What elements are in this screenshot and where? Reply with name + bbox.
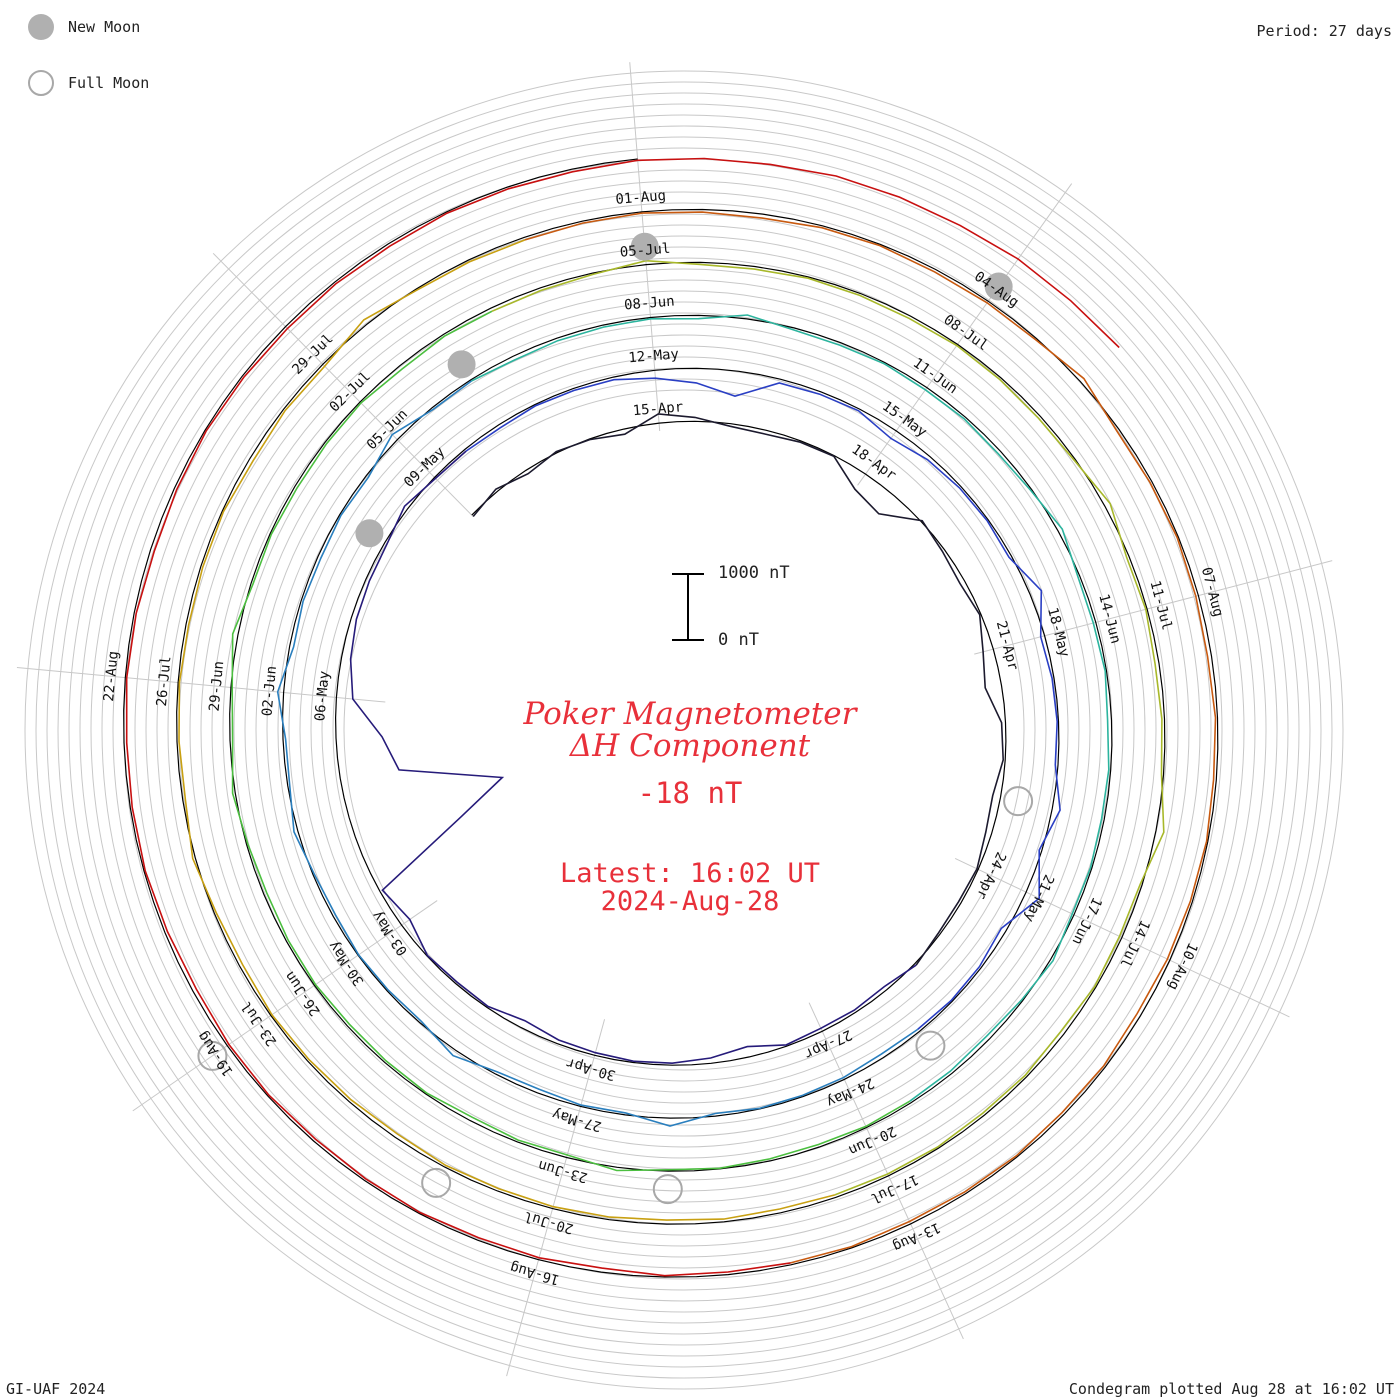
grid-ring [277, 323, 1091, 1137]
tick-label: 26-Jun [282, 968, 324, 1019]
grid-ring [46, 92, 1322, 1368]
grid-spoke [808, 1002, 964, 1340]
new-moon-label: New Moon [68, 18, 141, 36]
tick-label: 08-Jun [624, 294, 676, 314]
chart-title-line1: Poker Magnetometer [523, 696, 857, 732]
grid-ring [200, 246, 1168, 1214]
tick-label: 12-May [628, 346, 680, 366]
current-value: -18 nT [637, 776, 743, 810]
legend-full-moon: Full Moon [28, 70, 149, 96]
scale-bar [672, 573, 704, 641]
footer-label: Condegram plotted Aug 28 at 16:02 UT [1068, 1380, 1394, 1398]
grid-spoke [132, 900, 438, 1112]
grid-ring [24, 70, 1344, 1390]
tick-label: 02-Jun [259, 665, 280, 717]
full-moon-label: Full Moon [68, 74, 150, 92]
full-moon-marker [197, 1040, 228, 1071]
full-moon-marker [915, 1030, 946, 1061]
tick-label: 13-Aug [890, 1219, 943, 1255]
grid-ring [134, 180, 1234, 1280]
dH-trace-segment [491, 259, 1165, 1196]
tick-label: 27-Apr [802, 1026, 855, 1062]
dH-trace-segment [125, 157, 1120, 1277]
tick-label: 22-Aug [101, 650, 122, 702]
grid-ring [57, 103, 1311, 1357]
tick-label: 29-Jun [207, 660, 228, 712]
tick-label: 17-Jun [1069, 895, 1105, 948]
new-moon-marker [447, 350, 476, 379]
dH-trace-segment [231, 310, 911, 1172]
baseline-spiral-path [123, 158, 1219, 1278]
credit-label: GI-UAF 2024 [6, 1380, 106, 1398]
grid-spoke [16, 666, 386, 703]
grid-ring [222, 268, 1146, 1192]
dH-trace-segment [471, 314, 1110, 1102]
grid-ring [101, 147, 1267, 1313]
legend-new-moon: New Moon [28, 14, 140, 40]
tick-label: 06-May [312, 670, 333, 722]
tick-label: 26-Jul [154, 655, 175, 707]
new-moon-icon [28, 14, 54, 40]
new-moon-marker [630, 232, 659, 261]
dH-trace-segment [524, 211, 1217, 1264]
tick-label: 15-Apr [632, 399, 684, 419]
period-label: Period: 27 days [1256, 22, 1392, 40]
full-moon-marker [421, 1167, 452, 1198]
full-moon-icon [28, 70, 54, 96]
tick-label: 19-Aug [195, 1028, 237, 1079]
grid-ring [266, 312, 1102, 1148]
tick-label: 01-Aug [615, 188, 667, 208]
grid-spoke [857, 183, 1073, 486]
new-moon-marker [984, 272, 1013, 301]
chart-title-line2: ΔH Component [569, 728, 811, 764]
data-traces [125, 157, 1217, 1277]
moon-markers [197, 232, 1034, 1205]
dH-trace-segment [349, 450, 917, 1065]
scale-bottom-label: 0 nT [718, 630, 759, 650]
dH-trace-segment [472, 413, 1005, 966]
grid-ring [35, 81, 1333, 1379]
grid-ring [288, 334, 1080, 1126]
grid-ring [167, 213, 1201, 1247]
baseline-spiral [123, 158, 1219, 1278]
full-moon-marker [652, 1174, 683, 1205]
grid-ring [79, 125, 1289, 1335]
grid-ring [332, 378, 1036, 1082]
grid-ring [299, 345, 1069, 1115]
tick-label: 24-May [824, 1074, 877, 1110]
grid-ring [156, 202, 1212, 1258]
dH-trace-segment [276, 380, 919, 1127]
latest-date: 2024-Aug-28 [600, 886, 780, 917]
grid-spoke [974, 560, 1333, 655]
grid-ring [233, 279, 1135, 1181]
grid-ring [90, 136, 1278, 1324]
grid-ring [68, 114, 1300, 1346]
full-moon-marker [1003, 786, 1034, 817]
grid-ring [145, 191, 1223, 1269]
new-moon-marker [355, 519, 384, 548]
tick-label: 05-Jul [619, 241, 671, 261]
tick-label: 08-Jul [940, 312, 990, 354]
dH-trace-segment [178, 239, 836, 1221]
dH-trace-segment [465, 377, 1061, 1031]
tick-label: 30-May [326, 938, 368, 989]
grid-spoke [212, 252, 474, 517]
tick-label: 14-Jul [1116, 917, 1152, 970]
grid-ring [343, 389, 1025, 1071]
grid-ring [211, 257, 1157, 1203]
scale-top-label: 1000 nT [718, 563, 790, 583]
latest-time: Latest: 16:02 UT [559, 858, 821, 889]
tick-label: 20-Jun [846, 1123, 899, 1159]
tick-label: 11-Jun [910, 355, 960, 397]
grid-spoke [506, 1019, 606, 1377]
